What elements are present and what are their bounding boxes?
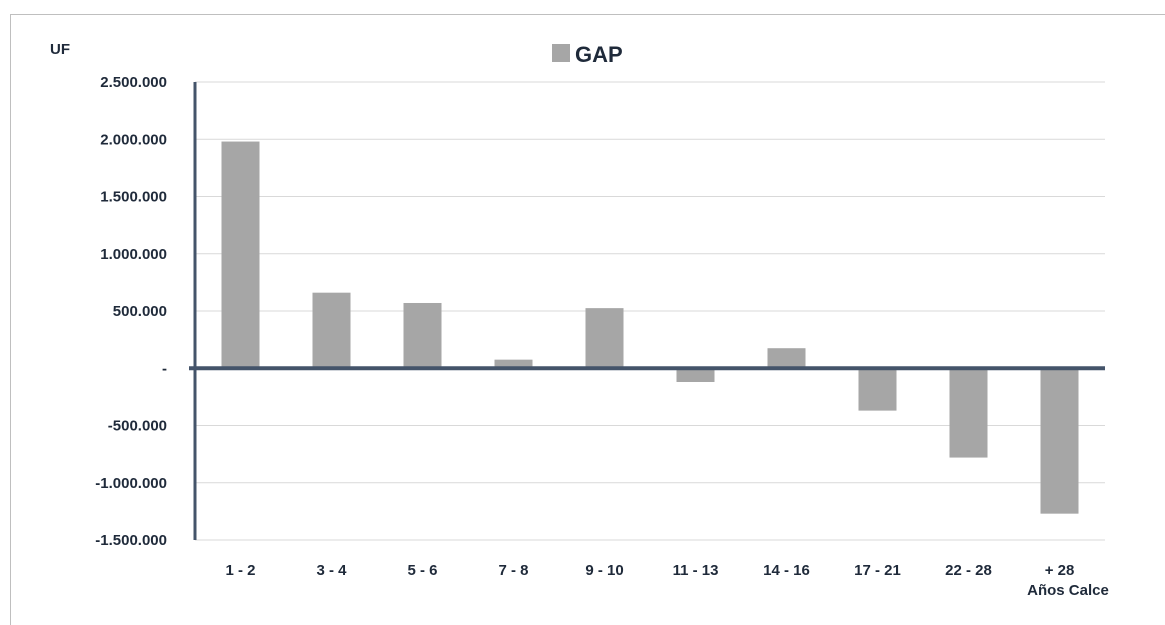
bar (1040, 368, 1079, 514)
x-tick-label: 3 - 4 (316, 562, 347, 579)
y-tick-label: 1.500.000 (100, 189, 167, 206)
x-tick-labels: 1 - 2 3 - 4 5 - 6 7 - 8 9 - 10 11 - 13 14 - 16… (225, 562, 1074, 579)
y-tick-label: 2.500.000 (100, 74, 167, 91)
y-tick-label: -1.500.000 (95, 532, 167, 549)
legend-label: GAP (575, 42, 623, 67)
bar (403, 302, 442, 369)
x-tick-label: 5 - 6 (407, 562, 437, 579)
legend: GAP (552, 42, 623, 67)
y-tick-label: -500.000 (108, 418, 167, 435)
axes (189, 82, 1105, 540)
y-tick-label: -1.000.000 (95, 475, 167, 492)
x-axis-label: Años Calce (1027, 582, 1109, 599)
gridlines (195, 81, 1105, 541)
bar (858, 368, 897, 411)
y-tick-label: 500.000 (113, 303, 167, 320)
x-tick-label: 17 - 21 (854, 562, 901, 579)
x-tick-label: 1 - 2 (225, 562, 255, 579)
x-tick-label: 9 - 10 (585, 562, 623, 579)
bar (312, 292, 351, 369)
bar (585, 308, 624, 369)
y-tick-label: - (162, 360, 167, 377)
x-tick-label: 11 - 13 (673, 562, 719, 579)
y-tick-label: 1.000.000 (100, 246, 167, 263)
x-tick-label: 14 - 16 (763, 562, 810, 579)
y-tick-labels: 2.500.000 2.000.000 1.500.000 1.000.000 500.… (95, 74, 167, 549)
chart-frame (10, 14, 1165, 625)
y-tick-label: 2.000.000 (100, 131, 167, 148)
x-tick-label: 7 - 8 (498, 562, 528, 579)
bar (221, 141, 260, 369)
bar (767, 348, 806, 369)
bar (676, 368, 715, 382)
bar (949, 368, 988, 458)
x-tick-label: 22 - 28 (945, 562, 992, 579)
x-tick-label: + 28 (1045, 562, 1075, 579)
bars (221, 141, 1079, 514)
bar (494, 359, 533, 369)
y-axis-label: UF (50, 41, 70, 58)
legend-swatch (552, 44, 570, 62)
